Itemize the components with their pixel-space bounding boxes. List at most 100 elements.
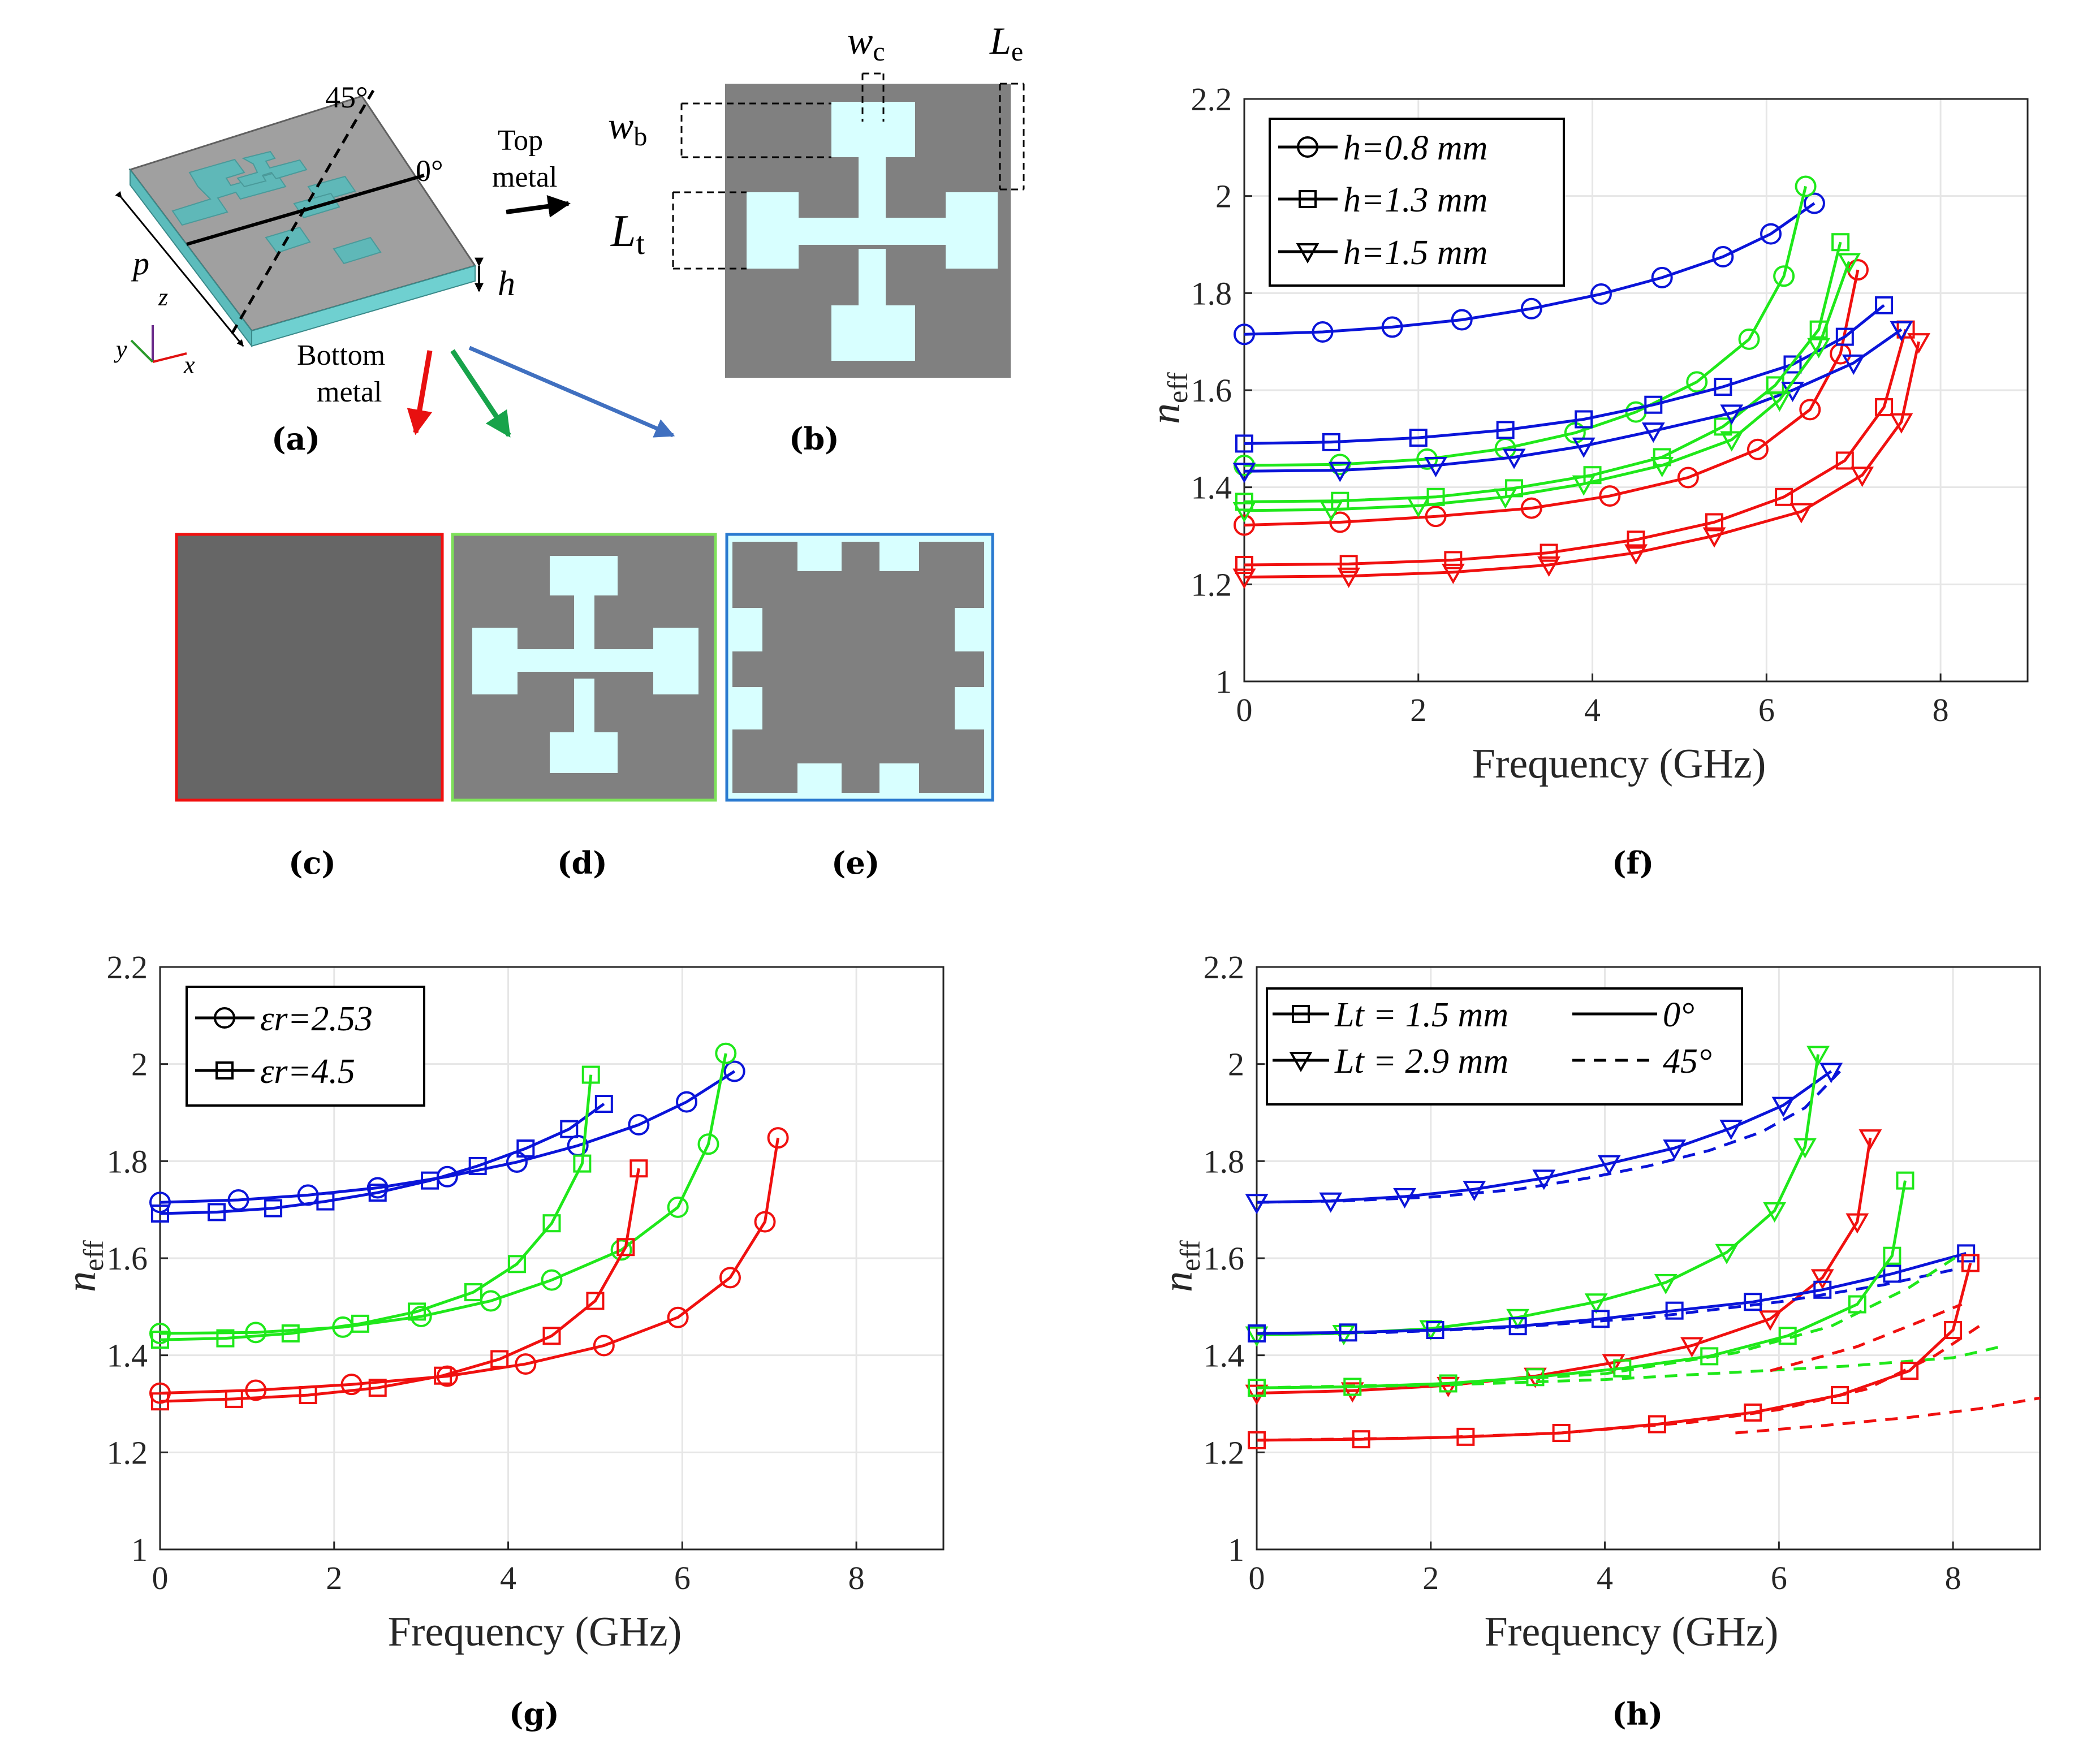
data-point [586,1292,605,1310]
bottom-metal-label-1: Bottom [297,339,385,372]
series-line [1244,304,1885,445]
series-line [1770,1303,1963,1372]
data-point [1332,1325,1356,1346]
legend: Lt = 1.5 mm Lt = 2.9 mm 0° 45° [1266,987,1743,1106]
series-green-none [1256,1344,2006,1389]
y-tick-label: 1.4 [107,1337,148,1374]
series-line [1256,1180,1907,1389]
data-point [1572,475,1596,496]
data-point [1747,438,1769,460]
legend-box [186,986,425,1107]
data-point [421,1171,439,1190]
panel-label-e: (e) [831,845,879,881]
data-point [1715,1244,1739,1264]
series-blue-none [1256,1070,1841,1204]
data-point [1319,501,1343,522]
series-red-none [1770,1303,1963,1372]
data-point [1773,265,1795,287]
legend-label: 0° [1663,996,1694,1034]
panel-label-c: (c) [288,845,336,881]
data-point [507,1255,526,1273]
data-point [151,1392,169,1411]
data-point [1845,1213,1869,1234]
axis-z-label: z [158,283,168,311]
data-point [1590,283,1612,305]
plot-frame [1256,966,2041,1551]
x-tick-label: 0 [1249,1560,1265,1596]
data-point [468,1156,487,1175]
series-blue-none [1256,1266,1963,1335]
data-point [351,1314,369,1333]
x-tick-label: 4 [500,1560,516,1596]
data-point [1813,1280,1832,1299]
data-point [281,1324,300,1343]
data-point [1540,543,1558,562]
data-point [407,1302,426,1321]
data-point [1783,355,1802,374]
data-point [573,1154,592,1173]
x-tick-label: 4 [1597,1560,1613,1596]
data-point [1312,321,1334,343]
data-point [1720,431,1744,452]
data-point [1760,223,1782,245]
series-red-triangle [1232,333,1931,589]
data-point [754,1211,776,1233]
series-line [1244,261,1851,512]
data-point [264,1199,283,1217]
coordinate-triad: z y x [114,283,195,379]
data-point [1712,245,1734,267]
top-metal-label-1: Top [498,124,543,157]
data-point [216,1329,235,1348]
data-point [151,1331,169,1349]
data-point [667,1196,689,1218]
data-point [1680,1337,1704,1358]
y-tick-label: 2.2 [107,949,148,986]
data-point [715,1042,737,1064]
series-line [1256,1137,1872,1395]
y-tick-label: 1.6 [107,1240,148,1277]
data-point [316,1192,335,1211]
series-line [159,1070,736,1204]
y-tick-label: 1.4 [1204,1337,1245,1374]
data-point [1875,296,1894,314]
data-point [1738,328,1760,350]
data-point [368,1184,387,1202]
data-point [490,1350,509,1368]
plot-frame [159,966,945,1551]
data-point [1381,316,1403,338]
data-point [1719,1119,1743,1141]
data-point [1591,1310,1610,1328]
x-axis-label: Frequency (GHz) [1485,1609,1779,1655]
legend-marker [1299,190,1317,208]
data-point [1686,371,1708,393]
data-point [1234,323,1255,346]
x-tick-label: 8 [1933,692,1949,728]
data-point [560,1120,579,1138]
x-axis-label: Frequency (GHz) [1472,741,1766,787]
legend: h=0.8 mm h=1.3 mm h=1.5 mm [1269,118,1565,287]
data-point [368,1379,387,1397]
data-point [1584,1293,1608,1314]
top-metal-arrow [506,195,571,218]
y-tick-label: 1.8 [1191,275,1232,312]
y-tick-label: 2 [1215,178,1232,215]
data-point [542,1214,561,1233]
data-point [1409,429,1428,447]
data-point [1799,399,1821,421]
data-point [464,1283,482,1302]
data-point [1575,410,1593,429]
panel-label-g: (g) [509,1696,559,1732]
data-point [1520,297,1542,319]
panel-label-b: (b) [789,421,839,457]
series-line [1244,328,1903,473]
data-point [1624,544,1648,565]
series-line [1256,1344,2006,1389]
data-point [1677,467,1699,489]
panel-label-a: (a) [271,421,320,457]
data-point [1806,1046,1830,1067]
arrow-to-e [468,346,675,438]
series-line [1244,341,1921,578]
x-tick-label: 2 [326,1560,342,1596]
data-point [410,1306,432,1327]
series-line [1244,269,1860,527]
